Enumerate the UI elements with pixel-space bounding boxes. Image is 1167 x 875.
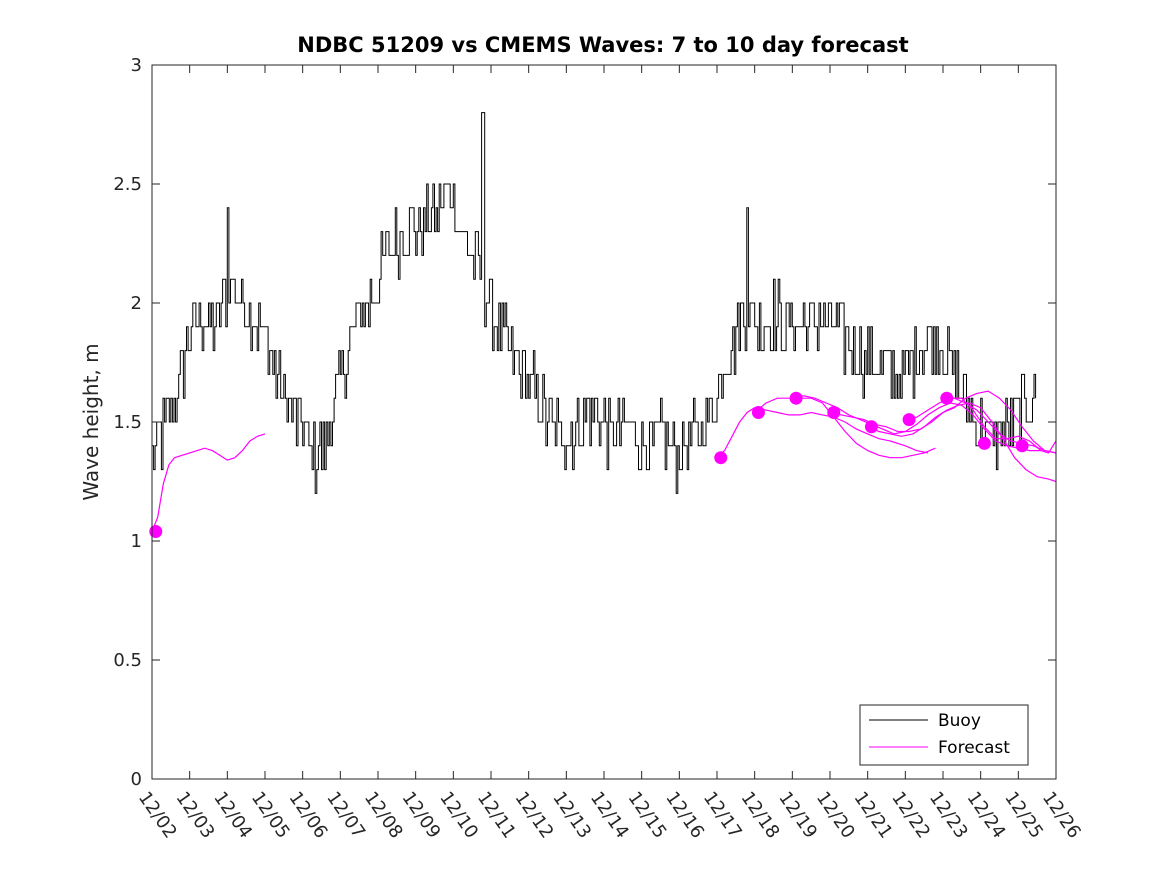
- y-tick-label: 1.5: [113, 412, 142, 433]
- forecast-marker: [789, 391, 803, 405]
- forecast-markers: [149, 391, 1029, 538]
- forecast-marker: [864, 420, 878, 434]
- forecast-marker: [1015, 439, 1029, 453]
- forecast-marker: [827, 405, 841, 419]
- y-tick-label: 2.5: [113, 174, 142, 195]
- buoy-series: [152, 112, 1037, 494]
- forecast-marker: [977, 436, 991, 450]
- legend-box: [859, 704, 1029, 766]
- y-tick-label: 0.5: [113, 650, 142, 671]
- forecast-marker: [902, 413, 916, 427]
- forecast-marker: [149, 524, 163, 538]
- forecast-line: [867, 402, 1056, 483]
- y-axis: 0 0.5 1 1.5 2 2.5 3: [113, 55, 1056, 790]
- legend-buoy-label: Buoy: [938, 711, 981, 731]
- y-axis-label: Wave height, m: [79, 343, 103, 500]
- forecast-marker: [751, 405, 765, 419]
- y-tick-label: 1: [131, 531, 142, 552]
- legend: Buoy Forecast: [859, 704, 1029, 766]
- forecast-line: [716, 407, 929, 459]
- legend-forecast-label: Forecast: [938, 738, 1010, 758]
- chart-title: NDBC 51209 vs CMEMS Waves: 7 to 10 day f…: [297, 33, 908, 57]
- buoy-line: [152, 112, 1037, 494]
- forecast-line: [943, 397, 1056, 454]
- y-tick-label: 2: [131, 293, 142, 314]
- forecast-marker: [940, 391, 954, 405]
- forecast-marker: [714, 451, 728, 465]
- y-tick-label: 0: [131, 769, 142, 790]
- y-tick-label: 3: [131, 55, 142, 76]
- forecast-line: [152, 433, 266, 532]
- forecast-line: [754, 397, 936, 459]
- forecast-series: [152, 390, 1056, 532]
